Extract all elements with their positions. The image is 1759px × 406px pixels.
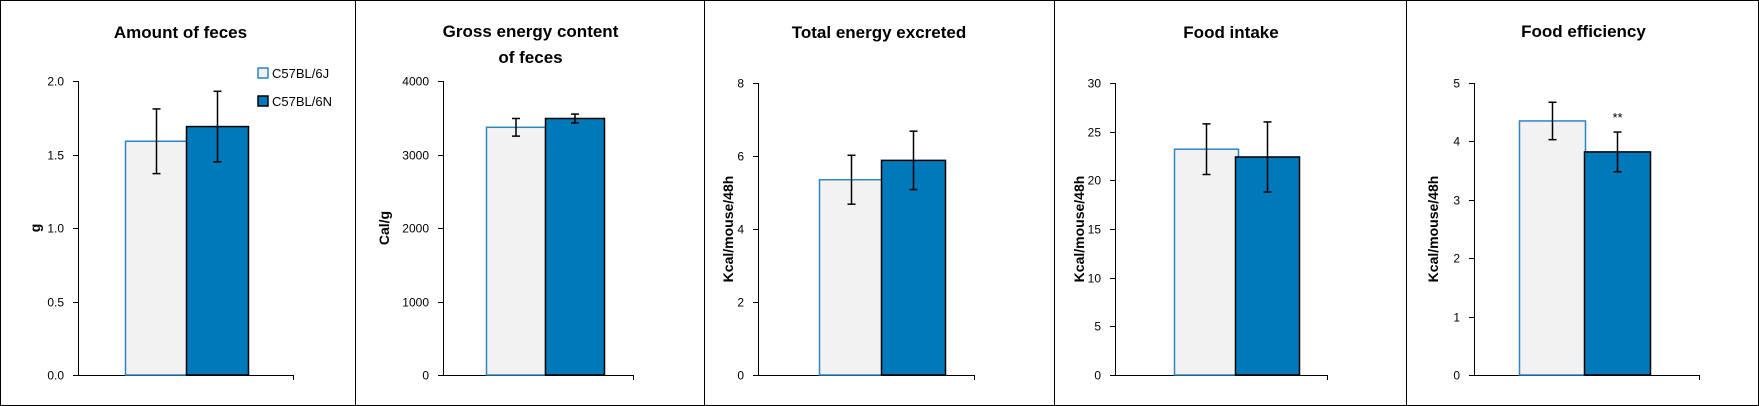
y-axis-label: Cal/g — [376, 211, 392, 245]
chart-panel-2: Gross energy content of feces Cal/g 0 1000 20… — [376, 22, 634, 383]
y-tick-label: 4000 — [402, 75, 429, 89]
y-tick-label: 0 — [422, 369, 429, 383]
legend-label-c57bl6n: C57BL/6N — [272, 94, 332, 109]
chart-title-line: Amount of feces — [114, 23, 247, 42]
y-tick-label: 8 — [737, 77, 744, 91]
y-axis-label: g — [27, 224, 43, 233]
legend: C57BL/6J C57BL/6N — [257, 66, 332, 109]
bar-c57bl6j — [818, 178, 885, 376]
bar-c57bl6j — [1173, 148, 1240, 376]
y-tick-label: 15 — [1088, 223, 1102, 237]
y-tick-label: 0.0 — [47, 369, 64, 383]
chart-panel-1: Amount of feces g 0.0 0.5 1.0 1.5 2.0 — [27, 23, 294, 383]
significance-annotation: ** — [1612, 110, 1622, 125]
chart-title-line: Gross energy content — [443, 22, 619, 41]
y-tick-label: 5 — [1094, 320, 1101, 334]
y-tick-label: 1.0 — [47, 222, 64, 236]
y-tick-label: 30 — [1088, 77, 1102, 91]
chart-title-line: of feces — [498, 48, 562, 67]
y-tick-label: 0 — [737, 369, 744, 383]
chart-title-line: Total energy excreted — [792, 23, 966, 42]
y-tick-label: 2 — [1453, 252, 1460, 266]
bar-c57bl6j — [485, 126, 547, 376]
chart-panel-3: Total energy excreted Kcal/mouse/48h 0 2 4 6 8 — [720, 23, 975, 383]
y-tick-label: 4 — [1453, 135, 1460, 149]
y-tick-label: 10 — [1088, 272, 1102, 286]
y-tick-label: 2000 — [402, 222, 429, 236]
y-tick-label: 2 — [737, 296, 744, 310]
y-tick-label: 20 — [1088, 174, 1102, 188]
bar-c57bl6n — [880, 159, 947, 376]
y-tick-label: 3000 — [402, 149, 429, 163]
y-tick-label: 1 — [1453, 311, 1460, 325]
y-tick-label: 25 — [1088, 126, 1102, 140]
bar-c57bl6j — [1518, 120, 1587, 376]
y-axis-label: Kcal/mouse/48h — [1071, 176, 1087, 283]
legend-swatch-c57bl6n — [257, 95, 269, 107]
legend-swatch-c57bl6j — [257, 67, 269, 79]
legend-label-c57bl6j: C57BL/6J — [272, 66, 329, 81]
bar-c57bl6j — [124, 140, 189, 376]
y-axis-label: Kcal/mouse/48h — [1425, 176, 1441, 283]
y-tick-label: 0 — [1453, 369, 1460, 383]
y-tick-label: 0.5 — [47, 296, 64, 310]
y-tick-label: 2.0 — [47, 75, 64, 89]
chart-title-line: Food efficiency — [1521, 22, 1646, 41]
y-tick-label: 1.5 — [47, 149, 64, 163]
chart-panel-5: Food efficiency Kcal/mouse/48h 0 1 2 3 4 5 ** — [1425, 22, 1700, 383]
y-tick-label: 0 — [1094, 369, 1101, 383]
y-tick-label: 4 — [737, 223, 744, 237]
bar-c57bl6n — [544, 117, 606, 376]
bar-c57bl6n — [185, 125, 250, 376]
bar-c57bl6n — [1583, 151, 1652, 376]
y-tick-label: 3 — [1453, 194, 1460, 208]
chart-title-line: Food intake — [1183, 23, 1278, 42]
y-tick-label: 1000 — [402, 296, 429, 310]
y-tick-label: 5 — [1453, 77, 1460, 91]
y-tick-label: 6 — [737, 150, 744, 164]
y-axis-label: Kcal/mouse/48h — [720, 176, 736, 283]
chart-panel-4: Food intake Kcal/mouse/48h 0 5 10 15 20 25 30 — [1071, 23, 1328, 383]
